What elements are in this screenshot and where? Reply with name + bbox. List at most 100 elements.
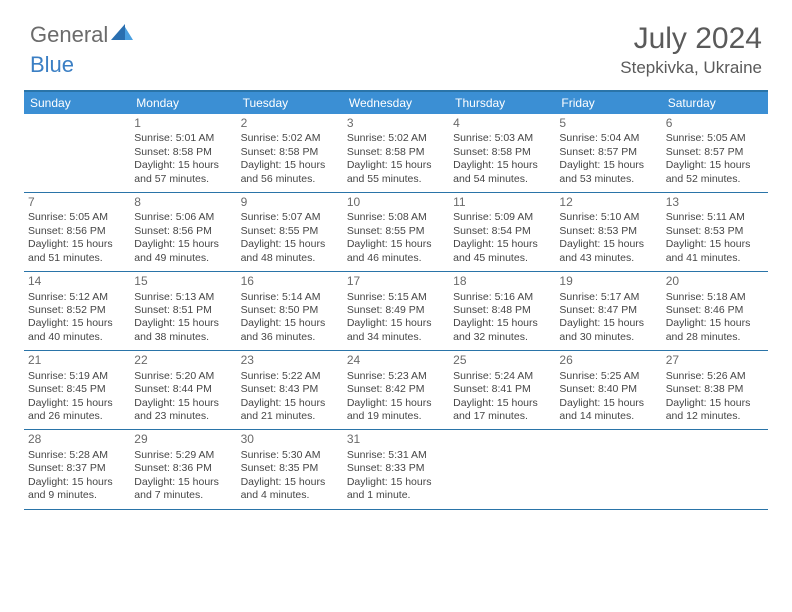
sunrise-line: Sunrise: 5:04 AM bbox=[559, 132, 657, 145]
sunrise-line: Sunrise: 5:15 AM bbox=[347, 291, 445, 304]
sunrise-line: Sunrise: 5:22 AM bbox=[241, 370, 339, 383]
sunset-line: Sunset: 8:36 PM bbox=[134, 462, 232, 475]
day-cell: 7Sunrise: 5:05 AMSunset: 8:56 PMDaylight… bbox=[24, 193, 130, 271]
day-number: 9 bbox=[241, 195, 339, 210]
sunrise-line: Sunrise: 5:09 AM bbox=[453, 211, 551, 224]
day-number: 7 bbox=[28, 195, 126, 210]
daylight-line: Daylight: 15 hours and 26 minutes. bbox=[28, 397, 126, 424]
day-cell: 18Sunrise: 5:16 AMSunset: 8:48 PMDayligh… bbox=[449, 272, 555, 350]
sunset-line: Sunset: 8:56 PM bbox=[28, 225, 126, 238]
day-cell: 14Sunrise: 5:12 AMSunset: 8:52 PMDayligh… bbox=[24, 272, 130, 350]
weekday-header-row: SundayMondayTuesdayWednesdayThursdayFrid… bbox=[24, 92, 768, 114]
sunrise-line: Sunrise: 5:10 AM bbox=[559, 211, 657, 224]
weekday-header: Tuesday bbox=[237, 92, 343, 114]
day-number: 4 bbox=[453, 116, 551, 131]
sunset-line: Sunset: 8:43 PM bbox=[241, 383, 339, 396]
day-number: 29 bbox=[134, 432, 232, 447]
week-row: 7Sunrise: 5:05 AMSunset: 8:56 PMDaylight… bbox=[24, 193, 768, 272]
weekday-header: Monday bbox=[130, 92, 236, 114]
sunrise-line: Sunrise: 5:13 AM bbox=[134, 291, 232, 304]
weekday-header: Thursday bbox=[449, 92, 555, 114]
day-number: 30 bbox=[241, 432, 339, 447]
sunset-line: Sunset: 8:58 PM bbox=[347, 146, 445, 159]
location-label: Stepkivka, Ukraine bbox=[620, 58, 762, 78]
day-number: 24 bbox=[347, 353, 445, 368]
sunrise-line: Sunrise: 5:17 AM bbox=[559, 291, 657, 304]
sunrise-line: Sunrise: 5:08 AM bbox=[347, 211, 445, 224]
day-cell: 23 Sunrise: 5:22 AMSunset: 8:43 PMDayligh… bbox=[237, 351, 343, 429]
sunset-line: Sunset: 8:47 PM bbox=[559, 304, 657, 317]
day-cell: 21Sunrise: 5:19 AMSunset: 8:45 PMDayligh… bbox=[24, 351, 130, 429]
daylight-line: Daylight: 15 hours and 21 minutes. bbox=[241, 397, 339, 424]
daylight-line: Daylight: 15 hours and 46 minutes. bbox=[347, 238, 445, 265]
day-number: 12 bbox=[559, 195, 657, 210]
logo-triangle-icon bbox=[111, 24, 133, 47]
day-cell: 9Sunrise: 5:07 AMSunset: 8:55 PMDaylight… bbox=[237, 193, 343, 271]
day-cell: 20Sunrise: 5:18 AMSunset: 8:46 PMDayligh… bbox=[662, 272, 768, 350]
day-cell: 22Sunrise: 5:20 AMSunset: 8:44 PMDayligh… bbox=[130, 351, 236, 429]
daylight-line: Daylight: 15 hours and 55 minutes. bbox=[347, 159, 445, 186]
day-cell: 16Sunrise: 5:14 AMSunset: 8:50 PMDayligh… bbox=[237, 272, 343, 350]
day-number: 2 bbox=[241, 116, 339, 131]
sunrise-line: Sunrise: 5:02 AM bbox=[347, 132, 445, 145]
daylight-line: Daylight: 15 hours and 54 minutes. bbox=[453, 159, 551, 186]
daylight-line: Daylight: 15 hours and 52 minutes. bbox=[666, 159, 764, 186]
sunrise-line: Sunrise: 5:01 AM bbox=[134, 132, 232, 145]
logo-text-blue: Blue bbox=[30, 52, 74, 77]
day-cell: 2Sunrise: 5:02 AMSunset: 8:58 PMDaylight… bbox=[237, 114, 343, 192]
weekday-header: Wednesday bbox=[343, 92, 449, 114]
day-cell: 30Sunrise: 5:30 AMSunset: 8:35 PMDayligh… bbox=[237, 430, 343, 508]
day-cell: 25Sunrise: 5:24 AMSunset: 8:41 PMDayligh… bbox=[449, 351, 555, 429]
sunrise-line: Sunrise: 5:02 AM bbox=[241, 132, 339, 145]
day-number: 28 bbox=[28, 432, 126, 447]
day-number: 1 bbox=[134, 116, 232, 131]
sunset-line: Sunset: 8:50 PM bbox=[241, 304, 339, 317]
sunrise-line: Sunrise: 5:19 AM bbox=[28, 370, 126, 383]
month-title: July 2024 bbox=[620, 22, 762, 56]
title-block: July 2024 Stepkivka, Ukraine bbox=[620, 22, 762, 78]
daylight-line: Daylight: 15 hours and 48 minutes. bbox=[241, 238, 339, 265]
day-number: 27 bbox=[666, 353, 764, 368]
sunset-line: Sunset: 8:57 PM bbox=[559, 146, 657, 159]
sunset-line: Sunset: 8:42 PM bbox=[347, 383, 445, 396]
sunset-line: Sunset: 8:58 PM bbox=[241, 146, 339, 159]
daylight-line: Daylight: 15 hours and 28 minutes. bbox=[666, 317, 764, 344]
day-number: 5 bbox=[559, 116, 657, 131]
empty-cell bbox=[662, 430, 768, 508]
sunrise-line: Sunrise: 5:05 AM bbox=[666, 132, 764, 145]
daylight-line: Daylight: 15 hours and 36 minutes. bbox=[241, 317, 339, 344]
day-cell: 3Sunrise: 5:02 AMSunset: 8:58 PMDaylight… bbox=[343, 114, 449, 192]
day-number: 6 bbox=[666, 116, 764, 131]
week-row: 21Sunrise: 5:19 AMSunset: 8:45 PMDayligh… bbox=[24, 351, 768, 430]
daylight-line: Daylight: 15 hours and 9 minutes. bbox=[28, 476, 126, 503]
sunset-line: Sunset: 8:37 PM bbox=[28, 462, 126, 475]
sunset-line: Sunset: 8:35 PM bbox=[241, 462, 339, 475]
daylight-line: Daylight: 15 hours and 41 minutes. bbox=[666, 238, 764, 265]
daylight-line: Daylight: 15 hours and 30 minutes. bbox=[559, 317, 657, 344]
sunrise-line: Sunrise: 5:07 AM bbox=[241, 211, 339, 224]
sunrise-line: Sunrise: 5:03 AM bbox=[453, 132, 551, 145]
sunrise-line: Sunrise: 5:31 AM bbox=[347, 449, 445, 462]
day-cell: 27Sunrise: 5:26 AMSunset: 8:38 PMDayligh… bbox=[662, 351, 768, 429]
calendar-body: 1Sunrise: 5:01 AMSunset: 8:58 PMDaylight… bbox=[24, 114, 768, 510]
empty-cell bbox=[24, 114, 130, 192]
day-cell: 31Sunrise: 5:31 AMSunset: 8:33 PMDayligh… bbox=[343, 430, 449, 508]
sunset-line: Sunset: 8:58 PM bbox=[134, 146, 232, 159]
daylight-line: Daylight: 15 hours and 45 minutes. bbox=[453, 238, 551, 265]
day-number: 17 bbox=[347, 274, 445, 289]
day-cell: 4Sunrise: 5:03 AMSunset: 8:58 PMDaylight… bbox=[449, 114, 555, 192]
sunset-line: Sunset: 8:53 PM bbox=[666, 225, 764, 238]
day-cell: 28Sunrise: 5:28 AMSunset: 8:37 PMDayligh… bbox=[24, 430, 130, 508]
daylight-line: Daylight: 15 hours and 49 minutes. bbox=[134, 238, 232, 265]
sunset-line: Sunset: 8:56 PM bbox=[134, 225, 232, 238]
daylight-line: Daylight: 15 hours and 12 minutes. bbox=[666, 397, 764, 424]
sunrise-line: Sunrise: 5:12 AM bbox=[28, 291, 126, 304]
weekday-header: Sunday bbox=[24, 92, 130, 114]
week-row: 1Sunrise: 5:01 AMSunset: 8:58 PMDaylight… bbox=[24, 114, 768, 193]
day-number: 31 bbox=[347, 432, 445, 447]
day-number: 23 bbox=[241, 353, 339, 368]
sunset-line: Sunset: 8:51 PM bbox=[134, 304, 232, 317]
day-number: 19 bbox=[559, 274, 657, 289]
logo: General bbox=[30, 22, 135, 48]
day-cell: 11Sunrise: 5:09 AMSunset: 8:54 PMDayligh… bbox=[449, 193, 555, 271]
